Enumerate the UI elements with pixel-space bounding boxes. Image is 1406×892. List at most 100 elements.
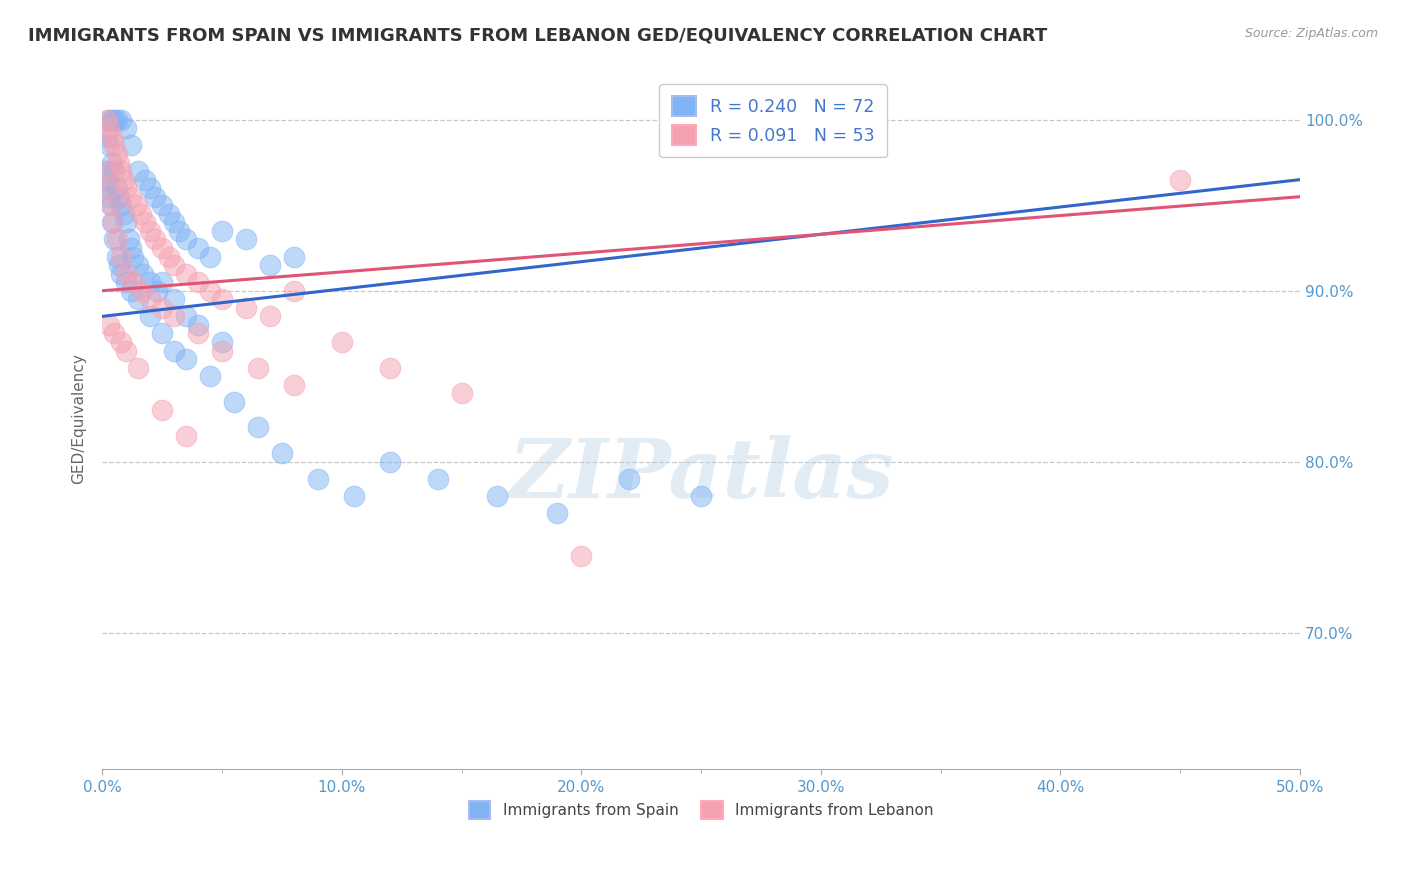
Point	[108, 155, 131, 169]
Point	[115, 121, 138, 136]
Point	[378, 455, 401, 469]
Point	[97, 181, 120, 195]
Point	[98, 318, 121, 332]
Point	[235, 301, 257, 315]
Point	[122, 250, 145, 264]
Point	[129, 284, 152, 298]
Point	[143, 190, 166, 204]
Point	[198, 369, 221, 384]
Point	[174, 310, 197, 324]
Point	[546, 506, 568, 520]
Point	[174, 267, 197, 281]
Point	[127, 292, 149, 306]
Text: IMMIGRANTS FROM SPAIN VS IMMIGRANTS FROM LEBANON GED/EQUIVALENCY CORRELATION CHA: IMMIGRANTS FROM SPAIN VS IMMIGRANTS FROM…	[28, 27, 1047, 45]
Point	[94, 164, 117, 178]
Point	[486, 489, 509, 503]
Point	[96, 112, 118, 127]
Point	[569, 549, 592, 563]
Point	[163, 310, 186, 324]
Point	[211, 343, 233, 358]
Point	[101, 155, 124, 169]
Point	[110, 250, 132, 264]
Point	[103, 326, 125, 341]
Point	[283, 377, 305, 392]
Point	[101, 129, 124, 144]
Point	[134, 172, 156, 186]
Point	[270, 446, 292, 460]
Point	[132, 267, 155, 281]
Point	[211, 334, 233, 349]
Legend: Immigrants from Spain, Immigrants from Lebanon: Immigrants from Spain, Immigrants from L…	[463, 795, 939, 825]
Point	[112, 172, 135, 186]
Point	[163, 343, 186, 358]
Point	[110, 334, 132, 349]
Point	[129, 207, 152, 221]
Point	[426, 472, 449, 486]
Point	[163, 292, 186, 306]
Point	[105, 181, 128, 195]
Point	[103, 138, 125, 153]
Point	[94, 164, 117, 178]
Point	[105, 250, 128, 264]
Point	[115, 215, 138, 229]
Point	[139, 292, 162, 306]
Point	[115, 181, 138, 195]
Point	[235, 232, 257, 246]
Point	[163, 258, 186, 272]
Point	[100, 198, 122, 212]
Point	[187, 241, 209, 255]
Point	[115, 267, 138, 281]
Point	[150, 241, 173, 255]
Point	[115, 275, 138, 289]
Point	[120, 241, 142, 255]
Point	[108, 258, 131, 272]
Point	[450, 386, 472, 401]
Point	[150, 326, 173, 341]
Point	[283, 250, 305, 264]
Point	[187, 275, 209, 289]
Point	[150, 403, 173, 417]
Point	[101, 112, 124, 127]
Point	[150, 275, 173, 289]
Point	[120, 284, 142, 298]
Point	[110, 112, 132, 127]
Point	[96, 129, 118, 144]
Point	[115, 343, 138, 358]
Point	[246, 360, 269, 375]
Point	[127, 258, 149, 272]
Point	[112, 207, 135, 221]
Point	[105, 232, 128, 246]
Point	[211, 224, 233, 238]
Point	[139, 275, 162, 289]
Point	[378, 360, 401, 375]
Point	[259, 310, 281, 324]
Point	[98, 112, 121, 127]
Point	[97, 181, 120, 195]
Point	[187, 318, 209, 332]
Point	[139, 181, 162, 195]
Point	[139, 310, 162, 324]
Point	[110, 164, 132, 178]
Point	[150, 301, 173, 315]
Point	[96, 172, 118, 186]
Point	[146, 284, 169, 298]
Point	[143, 232, 166, 246]
Point	[120, 190, 142, 204]
Point	[167, 224, 190, 238]
Point	[134, 215, 156, 229]
Point	[619, 472, 641, 486]
Point	[222, 394, 245, 409]
Point	[157, 250, 180, 264]
Point	[187, 326, 209, 341]
Point	[101, 215, 124, 229]
Text: ZIPatlas: ZIPatlas	[509, 435, 894, 515]
Point	[105, 147, 128, 161]
Point	[103, 112, 125, 127]
Text: Source: ZipAtlas.com: Source: ZipAtlas.com	[1244, 27, 1378, 40]
Point	[98, 121, 121, 136]
Point	[110, 198, 132, 212]
Point	[174, 429, 197, 443]
Point	[198, 250, 221, 264]
Point	[174, 232, 197, 246]
Point	[101, 215, 124, 229]
